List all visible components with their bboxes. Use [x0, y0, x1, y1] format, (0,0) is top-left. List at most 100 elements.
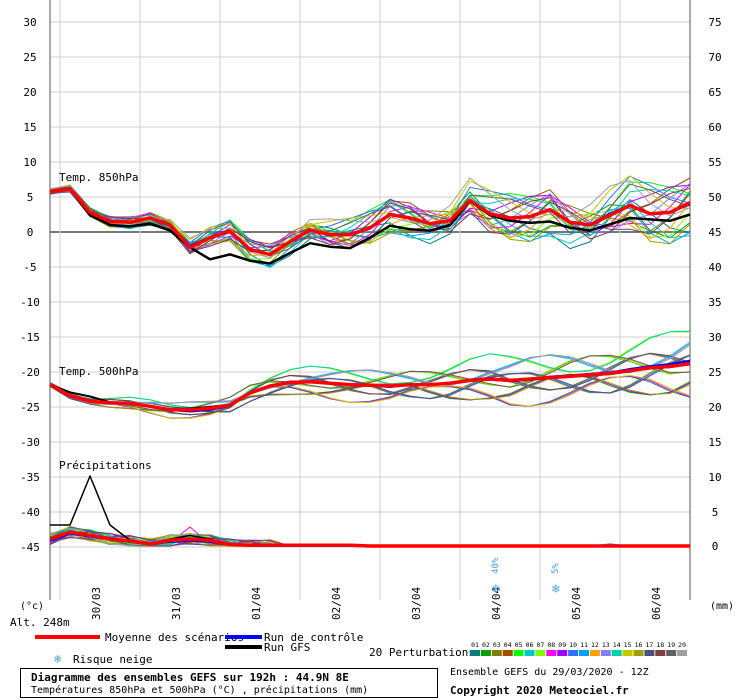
right-tick-label-10: 25: [708, 366, 721, 379]
precip-section-label: Précipitations: [59, 459, 152, 472]
left-tick-label-8: -10: [20, 296, 40, 309]
right-tick-label-14: 5: [712, 506, 719, 519]
perturbation-swatch-7: [535, 650, 546, 656]
perturbation-id-7: 07: [536, 641, 544, 649]
perturbation-swatch-1: [470, 650, 480, 656]
perturbation-500-19: [49, 354, 691, 413]
x-label-5: 04/04: [490, 587, 503, 620]
right-tick-label-0: 75: [708, 16, 721, 29]
left-tick-label-7: -5: [23, 261, 36, 274]
perturbation-id-19: 19: [667, 641, 675, 649]
left-tick-label-11: -25: [20, 401, 40, 414]
right-tick-label-3: 60: [708, 121, 721, 134]
left-tick-label-9: -15: [20, 331, 40, 344]
legend-snow-icon: ❄: [54, 652, 61, 666]
right-tick-label-5: 50: [708, 191, 721, 204]
run-info: Ensemble GEFS du 29/03/2020 - 12Z: [450, 667, 649, 678]
perturbation-id-12: 12: [591, 641, 599, 649]
perturbation-swatch-17: [644, 650, 655, 656]
perturbation-id-9: 09: [558, 641, 566, 649]
perturbation-swatch-6: [524, 650, 535, 656]
left-tick-label-13: -35: [20, 471, 40, 484]
left-tick-label-14: -40: [20, 506, 40, 519]
footer-title: Diagramme des ensembles GEFS sur 192h : …: [31, 671, 349, 684]
perturbation-swatch-16: [633, 650, 644, 656]
snow-risk-markers: 40% ❄ 5% ❄: [491, 557, 561, 597]
left-axis-unit: (°c): [20, 601, 44, 612]
snowflake-icon: ❄: [491, 582, 500, 597]
snow-risk-label-1: 5%: [551, 563, 561, 574]
perturbation-id-2: 02: [482, 641, 490, 649]
right-tick-label-11: 20: [708, 401, 721, 414]
left-tick-label-15: -45: [20, 541, 40, 554]
perturbation-id-3: 03: [493, 641, 501, 649]
mean-850-line: [49, 186, 691, 257]
perturbation-swatch-2: [480, 650, 491, 656]
left-tick-label-0: 30: [23, 16, 36, 29]
perturbation-850-17: [49, 191, 691, 253]
perturbation-id-1: 01: [471, 641, 479, 649]
snow-risk-label-0: 40%: [491, 557, 501, 574]
perturbation-swatch-9: [557, 650, 568, 656]
x-axis-date-labels: 30/03 31/03 01/04 02/04 03/04 04/04 05/04 06/04: [90, 587, 663, 620]
mean-500-line: [49, 361, 691, 412]
left-tick-label-6: 0: [27, 226, 34, 239]
left-tick-label-2: 20: [23, 86, 36, 99]
x-label-0: 30/03: [90, 587, 103, 620]
t850-section-label: Temp. 850hPa: [59, 171, 138, 184]
snowflake-icon: ❄: [551, 582, 560, 597]
chart-grid: [49, 0, 691, 600]
left-axis-ticks: 30 25 20 15 10 5 0 -5 -10 -15 -20 -25 -30 -35 -40 -45: [20, 16, 40, 554]
perturbation-swatch-20: [677, 650, 688, 656]
footer-box: Diagramme des ensembles GEFS sur 192h : …: [20, 668, 438, 698]
perturbation-swatch-11: [579, 650, 589, 656]
legend-control-label: Run de contrôle: [264, 631, 363, 644]
perturbation-swatches: 01 02 03 04 05 06 07 08 09 10 11 12 13 14 15 16 17 18 19 20: [470, 641, 688, 656]
main-series-lines: [49, 186, 691, 548]
right-tick-label-4: 55: [708, 156, 721, 169]
right-tick-label-6: 45: [708, 226, 721, 239]
mean-precip-line: [49, 530, 690, 548]
perturbation-id-13: 13: [602, 641, 610, 649]
t500-section-label: Temp. 500hPa: [59, 365, 138, 378]
x-label-1: 31/03: [170, 587, 183, 620]
x-label-3: 02/04: [330, 587, 343, 620]
perturbation-swatch-10: [568, 650, 579, 656]
left-tick-label-3: 15: [23, 121, 36, 134]
perturbation-850-19: [49, 183, 691, 257]
perturbation-swatch-3: [491, 650, 502, 656]
perturbation-id-10: 10: [569, 641, 577, 649]
perturbation-id-15: 15: [624, 641, 632, 649]
right-tick-label-2: 65: [708, 86, 721, 99]
gfs-850-line: [49, 187, 691, 265]
perturbation-id-17: 17: [645, 641, 653, 649]
legend-perturbations-label: 20 Perturbations: [369, 646, 475, 659]
x-label-6: 05/04: [570, 587, 583, 620]
perturbation-swatch-14: [611, 650, 622, 656]
left-tick-label-12: -30: [20, 436, 40, 449]
perturbation-swatch-4: [502, 650, 513, 656]
legend-mean-label: Moyenne des scénarios: [105, 631, 244, 644]
legend-snow-label: Risque neige: [73, 653, 152, 666]
footer-subtitle: Températures 850hPa et 500hPa (°C) , pré…: [31, 685, 369, 696]
perturbation-id-14: 14: [613, 641, 621, 649]
left-tick-label-1: 25: [23, 51, 36, 64]
right-tick-label-15: 0: [712, 540, 719, 553]
perturbation-swatch-12: [589, 650, 600, 656]
left-tick-label-4: 10: [23, 156, 36, 169]
right-tick-label-7: 40: [708, 261, 721, 274]
perturbation-id-4: 04: [504, 641, 512, 649]
x-label-7: 06/04: [650, 587, 663, 620]
right-axis-unit: (mm): [710, 601, 734, 612]
right-tick-label-13: 10: [708, 471, 721, 484]
perturbation-850-12: [49, 190, 691, 257]
perturbation-swatch-8: [546, 650, 557, 656]
legend-gfs-label: Run GFS: [264, 641, 310, 654]
perturbation-swatch-5: [513, 650, 524, 656]
perturbation-id-6: 06: [526, 641, 534, 649]
x-label-4: 03/04: [410, 587, 423, 620]
perturbation-id-5: 05: [515, 641, 523, 649]
perturbation-swatch-19: [666, 650, 677, 656]
